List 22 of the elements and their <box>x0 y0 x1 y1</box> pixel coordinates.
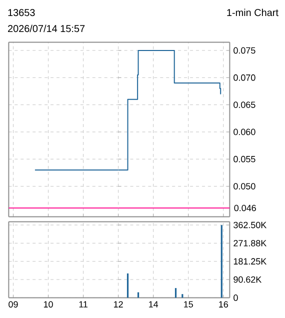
x-tick-label: 12 <box>114 301 123 308</box>
chart-subtitle: 2026/07/14 15:57 <box>8 24 85 32</box>
y-tick-label: 90.62K <box>234 276 262 283</box>
y-tick-label: 181.25K <box>234 258 267 265</box>
y-tick-label: 0.070 <box>234 74 256 81</box>
y-tick-label: 0 <box>234 294 238 301</box>
x-tick-label: 16 <box>219 301 228 308</box>
y-tick-label: 362.50K <box>234 222 267 228</box>
x-tick-label: 15 <box>184 301 193 308</box>
x-tick-label: 09 <box>8 301 18 308</box>
ref-line-label: 0.046 <box>234 204 256 212</box>
x-tick-label: 10 <box>44 301 53 308</box>
y-tick-label: 0.065 <box>234 102 256 108</box>
y-tick-label: 0.055 <box>234 156 256 162</box>
text: 1-min Chart <box>227 8 278 16</box>
x-tick-label: 14 <box>149 301 158 308</box>
x-tick-label: 11 <box>79 301 88 308</box>
chart-title: 13653 <box>8 9 35 16</box>
y-tick-label: 0.075 <box>234 47 256 54</box>
y-tick-label: 0.060 <box>234 128 256 136</box>
y-tick-label: 271.88K <box>234 240 267 246</box>
y-tick-label: 0.050 <box>234 183 256 190</box>
